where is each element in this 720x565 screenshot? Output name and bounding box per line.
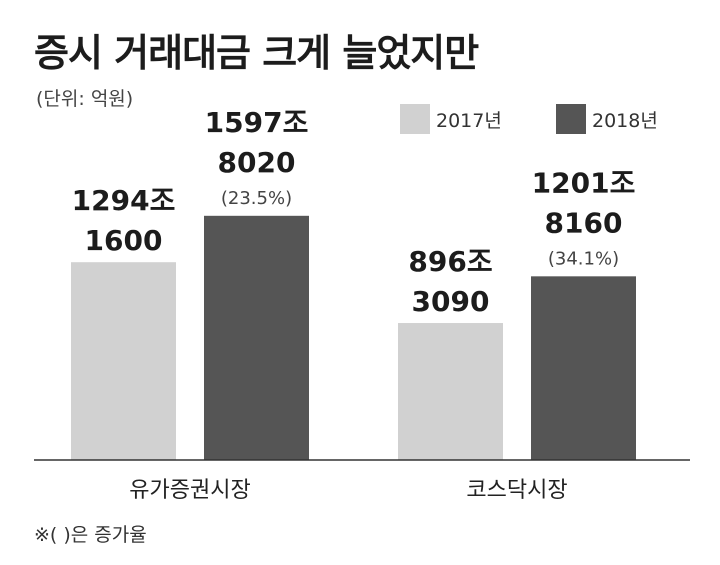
value-label-rest: 3090: [412, 285, 490, 318]
legend-item-2018: 2018년: [556, 104, 658, 134]
bar-2017년-유가증권시장: [71, 262, 176, 460]
legend-swatch-2018: [556, 104, 586, 134]
category-label: 코스닥시장: [466, 478, 567, 503]
value-label-jo: 1294조: [72, 184, 176, 217]
bar-2017년-코스닥시장: [398, 323, 503, 460]
growth-label: (23.5%): [221, 188, 292, 209]
value-label-jo: 1597조: [205, 106, 309, 139]
value-label-rest: 1600: [85, 224, 163, 257]
value-label-jo: 896조: [408, 245, 492, 278]
bar-2018년-코스닥시장: [531, 276, 636, 460]
category-label: 유가증권시장: [129, 478, 250, 503]
legend-label-2018: 2018년: [592, 109, 658, 132]
value-label-jo: 1201조: [532, 166, 636, 199]
value-label-rest: 8160: [545, 206, 623, 239]
legend-swatch-2017: [400, 104, 430, 134]
legend-item-2017: 2017년: [400, 104, 502, 134]
value-label-rest: 8020: [218, 146, 296, 179]
chart-title: 증시 거래대금 크게 늘었지만: [34, 31, 479, 75]
legend-label-2017: 2017년: [436, 109, 502, 132]
unit-note: (단위: 억원): [36, 88, 134, 110]
growth-label: (34.1%): [548, 248, 619, 269]
bar-2018년-유가증권시장: [204, 215, 309, 460]
footnote: ※( )은 증가율: [34, 524, 147, 546]
